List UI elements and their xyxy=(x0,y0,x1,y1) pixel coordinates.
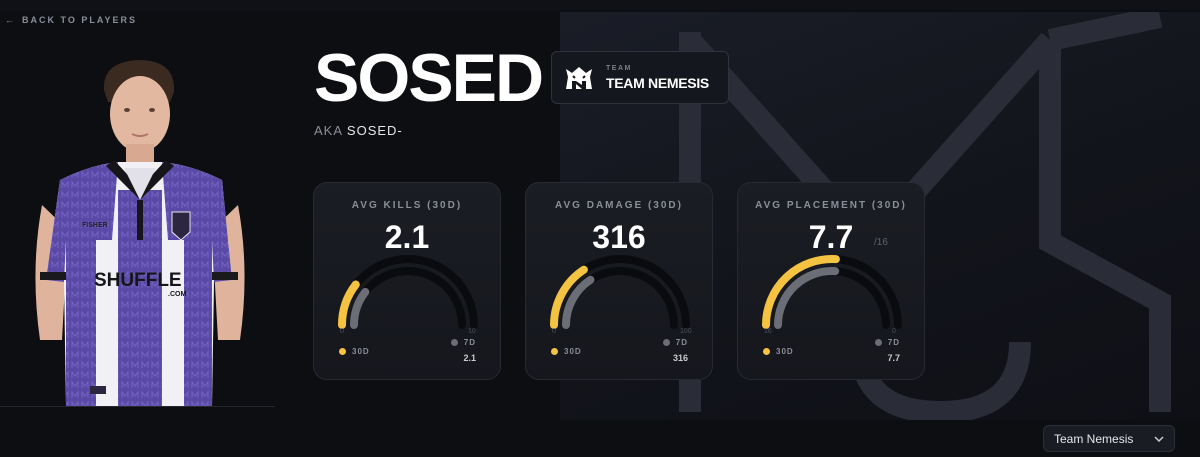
dot-30d-icon xyxy=(763,348,770,355)
gauge-track-inner xyxy=(562,267,678,329)
player-aka: AKA SOSED- xyxy=(314,123,403,138)
gauge-kills: 0 10 xyxy=(337,255,478,335)
svg-text:.COM: .COM xyxy=(168,291,186,298)
stat-title: AVG PLACEMENT (30D) xyxy=(755,200,907,211)
gauge-arc-7d xyxy=(562,275,595,329)
back-to-players-link[interactable]: ← BACK TO PLAYERS xyxy=(5,15,137,25)
gauge-min-label: 0 xyxy=(552,328,556,335)
top-bar xyxy=(0,0,1200,10)
stat-value: 7.7 xyxy=(808,219,854,255)
legend-30d: 30D xyxy=(551,347,582,356)
gauge-track-inner xyxy=(774,267,890,329)
stat-title: AVG DAMAGE (30D) xyxy=(555,200,683,211)
stat-card-kills: AVG KILLS (30D) 2.1 0 10 30D 7D 2.1 xyxy=(313,182,501,380)
legend-30d: 30D xyxy=(339,347,370,356)
dot-7d-icon xyxy=(450,339,458,346)
value-7d: 316 xyxy=(672,353,688,363)
stat-value: 316 xyxy=(592,219,646,255)
back-link-label: BACK TO PLAYERS xyxy=(22,15,138,25)
gauge-max-label: 100 xyxy=(680,328,692,335)
stat-value: 2.1 xyxy=(384,219,430,255)
chevron-down-icon xyxy=(1154,435,1164,442)
dot-30d-icon xyxy=(339,348,346,355)
gauge-damage: 0 100 xyxy=(549,255,692,335)
team-label: TEAM xyxy=(606,64,632,72)
stat-card-damage: AVG DAMAGE (30D) 316 0 100 30D 7D 316 xyxy=(525,182,713,380)
photo-divider xyxy=(0,406,275,407)
dot-30d-icon xyxy=(551,348,558,355)
stat-suffix: /16 xyxy=(874,237,888,248)
legend-7d: 7D xyxy=(874,338,900,347)
gauge-arc-30d xyxy=(762,255,840,329)
team-name: TEAM NEMESIS xyxy=(606,74,709,91)
gauge-arc-7d xyxy=(774,267,840,329)
gauge-placement: 16 0 xyxy=(762,255,902,335)
gauge-arc-7d xyxy=(349,287,370,329)
gauge-arc-30d xyxy=(337,280,360,329)
dot-7d-icon xyxy=(662,339,670,346)
gauge-max-label: 0 xyxy=(892,328,896,335)
legend-30d: 30D xyxy=(763,347,794,356)
team-badge[interactable]: TEAM TEAM NEMESIS xyxy=(551,51,729,104)
gauge-arc-30d xyxy=(549,265,588,329)
gauge-track-inner xyxy=(350,267,466,329)
jersey-sponsor-text: SHUFFLE xyxy=(94,270,182,291)
stat-card-placement: AVG PLACEMENT (30D) 7.7 /16 16 0 30D 7D 7… xyxy=(737,182,925,380)
gauge-min-label: 0 xyxy=(340,328,344,335)
gauge-max-label: 10 xyxy=(468,328,476,335)
legend-7d: 7D xyxy=(450,338,476,347)
gauge-min-label: 16 xyxy=(764,328,772,335)
player-alias: SOSED- xyxy=(346,123,403,138)
arrow-left-icon: ← xyxy=(5,15,16,25)
stat-title: AVG KILLS (30D) xyxy=(351,200,463,211)
team-select-dropdown[interactable]: Team Nemesis xyxy=(1043,425,1175,452)
value-7d: 2.1 xyxy=(463,353,476,363)
team-select-value: Team Nemesis xyxy=(1054,431,1134,446)
team-nemesis-logo-icon xyxy=(560,58,598,97)
svg-text:FISHER: FISHER xyxy=(82,222,108,229)
player-photo: FISHER SHUFFLE .COM xyxy=(35,60,245,406)
legend-7d: 7D xyxy=(662,338,688,347)
dot-7d-icon xyxy=(874,339,882,346)
player-name: SOSED xyxy=(314,40,544,116)
value-7d: 7.7 xyxy=(887,353,900,363)
